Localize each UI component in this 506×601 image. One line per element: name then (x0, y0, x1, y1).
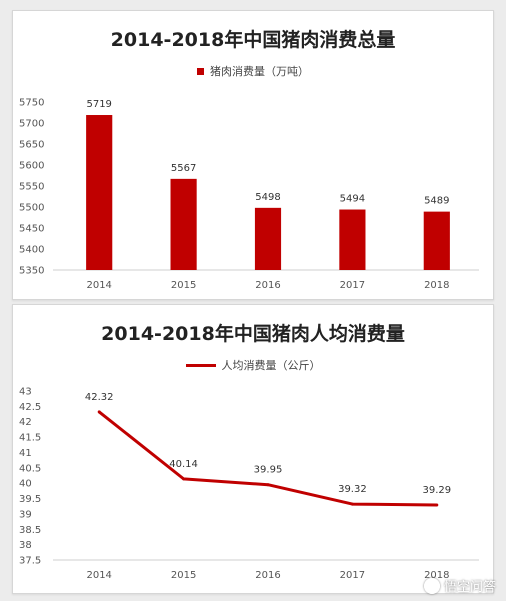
y-tick-label: 5500 (19, 203, 44, 214)
watermark: 悟空问答 (423, 576, 496, 595)
y-tick-label: 5550 (19, 182, 44, 193)
y-tick-label: 42.5 (19, 402, 41, 413)
data-label: 39.32 (338, 484, 367, 495)
y-tick-label: 5750 (19, 98, 44, 109)
data-label: 39.95 (254, 465, 283, 476)
legend-label: 猪肉消费量（万吨） (210, 65, 309, 78)
chart-panel-per-capita: 2014-2018年中国猪肉人均消费量 人均消费量（公斤） 37.5 38 38.5… (12, 304, 494, 594)
y-tick-label: 5450 (19, 224, 44, 235)
watermark-text: 悟空问答 (443, 580, 496, 595)
bar-chart: 5350 5400 5450 5500 5550 5600 5650 5700 5750 2014… (19, 98, 479, 291)
line-chart: 37.5 38 38.5 39 39.5 40 40.5 41 41.5 42 42.5 43 2014… (19, 387, 479, 581)
chart-title: 2014-2018年中国猪肉人均消费量 (101, 323, 405, 345)
y-tick-label: 5650 (19, 140, 44, 151)
x-tick-label: 2014 (86, 570, 111, 581)
legend-swatch (197, 67, 204, 75)
data-label: 39.29 (422, 485, 451, 496)
x-tick-label: 2015 (171, 570, 196, 581)
x-tick-label: 2018 (424, 280, 449, 291)
legend: 人均消费量（公斤） (13, 357, 493, 373)
chart-title: 2014-2018年中国猪肉消费总量 (110, 29, 396, 51)
data-label: 5567 (171, 163, 196, 174)
legend-label: 人均消费量（公斤） (221, 359, 321, 372)
bar (339, 209, 366, 270)
data-label: 42.32 (85, 392, 114, 403)
y-tick-label: 5700 (19, 119, 44, 130)
y-tick-label: 41 (19, 448, 32, 459)
bar (86, 115, 113, 271)
data-label: 5489 (424, 196, 449, 207)
x-tick-label: 2017 (340, 280, 365, 291)
y-tick-label: 43 (19, 387, 32, 398)
y-tick-label: 39 (19, 509, 32, 520)
data-point (435, 503, 439, 507)
data-label: 5719 (86, 99, 111, 110)
legend: 猪肉消费量（万吨） (13, 63, 493, 79)
chart-panel-total: 2014-2018年中国猪肉消费总量 猪肉消费量（万吨） 5350 5400 545… (12, 10, 494, 300)
x-tick-label: 2016 (255, 570, 280, 581)
wukong-icon (423, 577, 440, 594)
bar (254, 207, 282, 270)
data-label: 40.14 (169, 459, 198, 470)
y-tick-label: 38 (19, 540, 32, 551)
y-tick-label: 5600 (19, 161, 44, 172)
y-tick-label: 5400 (19, 245, 44, 256)
x-tick-label: 2016 (255, 280, 280, 291)
data-point (266, 483, 270, 487)
data-point (350, 502, 354, 506)
y-tick-label: 40 (19, 479, 32, 490)
y-tick-label: 5350 (19, 266, 44, 277)
x-tick-label: 2018 (424, 570, 449, 581)
data-label: 5494 (340, 194, 365, 205)
y-tick-label: 41.5 (19, 433, 41, 444)
series-line (98, 410, 437, 507)
y-tick-label: 40.5 (19, 463, 41, 474)
data-point (97, 410, 101, 414)
y-tick-label: 39.5 (19, 494, 41, 505)
bar (170, 178, 197, 270)
y-tick-label: 38.5 (19, 525, 41, 536)
data-point (182, 477, 186, 481)
x-tick-label: 2014 (86, 280, 111, 291)
legend-swatch (185, 363, 216, 367)
bar (423, 211, 450, 270)
x-tick-label: 2015 (171, 280, 196, 291)
data-label: 5498 (255, 192, 280, 203)
x-tick-label: 2017 (340, 570, 365, 581)
y-tick-label: 42 (19, 417, 32, 428)
y-tick-label: 37.5 (19, 556, 41, 567)
